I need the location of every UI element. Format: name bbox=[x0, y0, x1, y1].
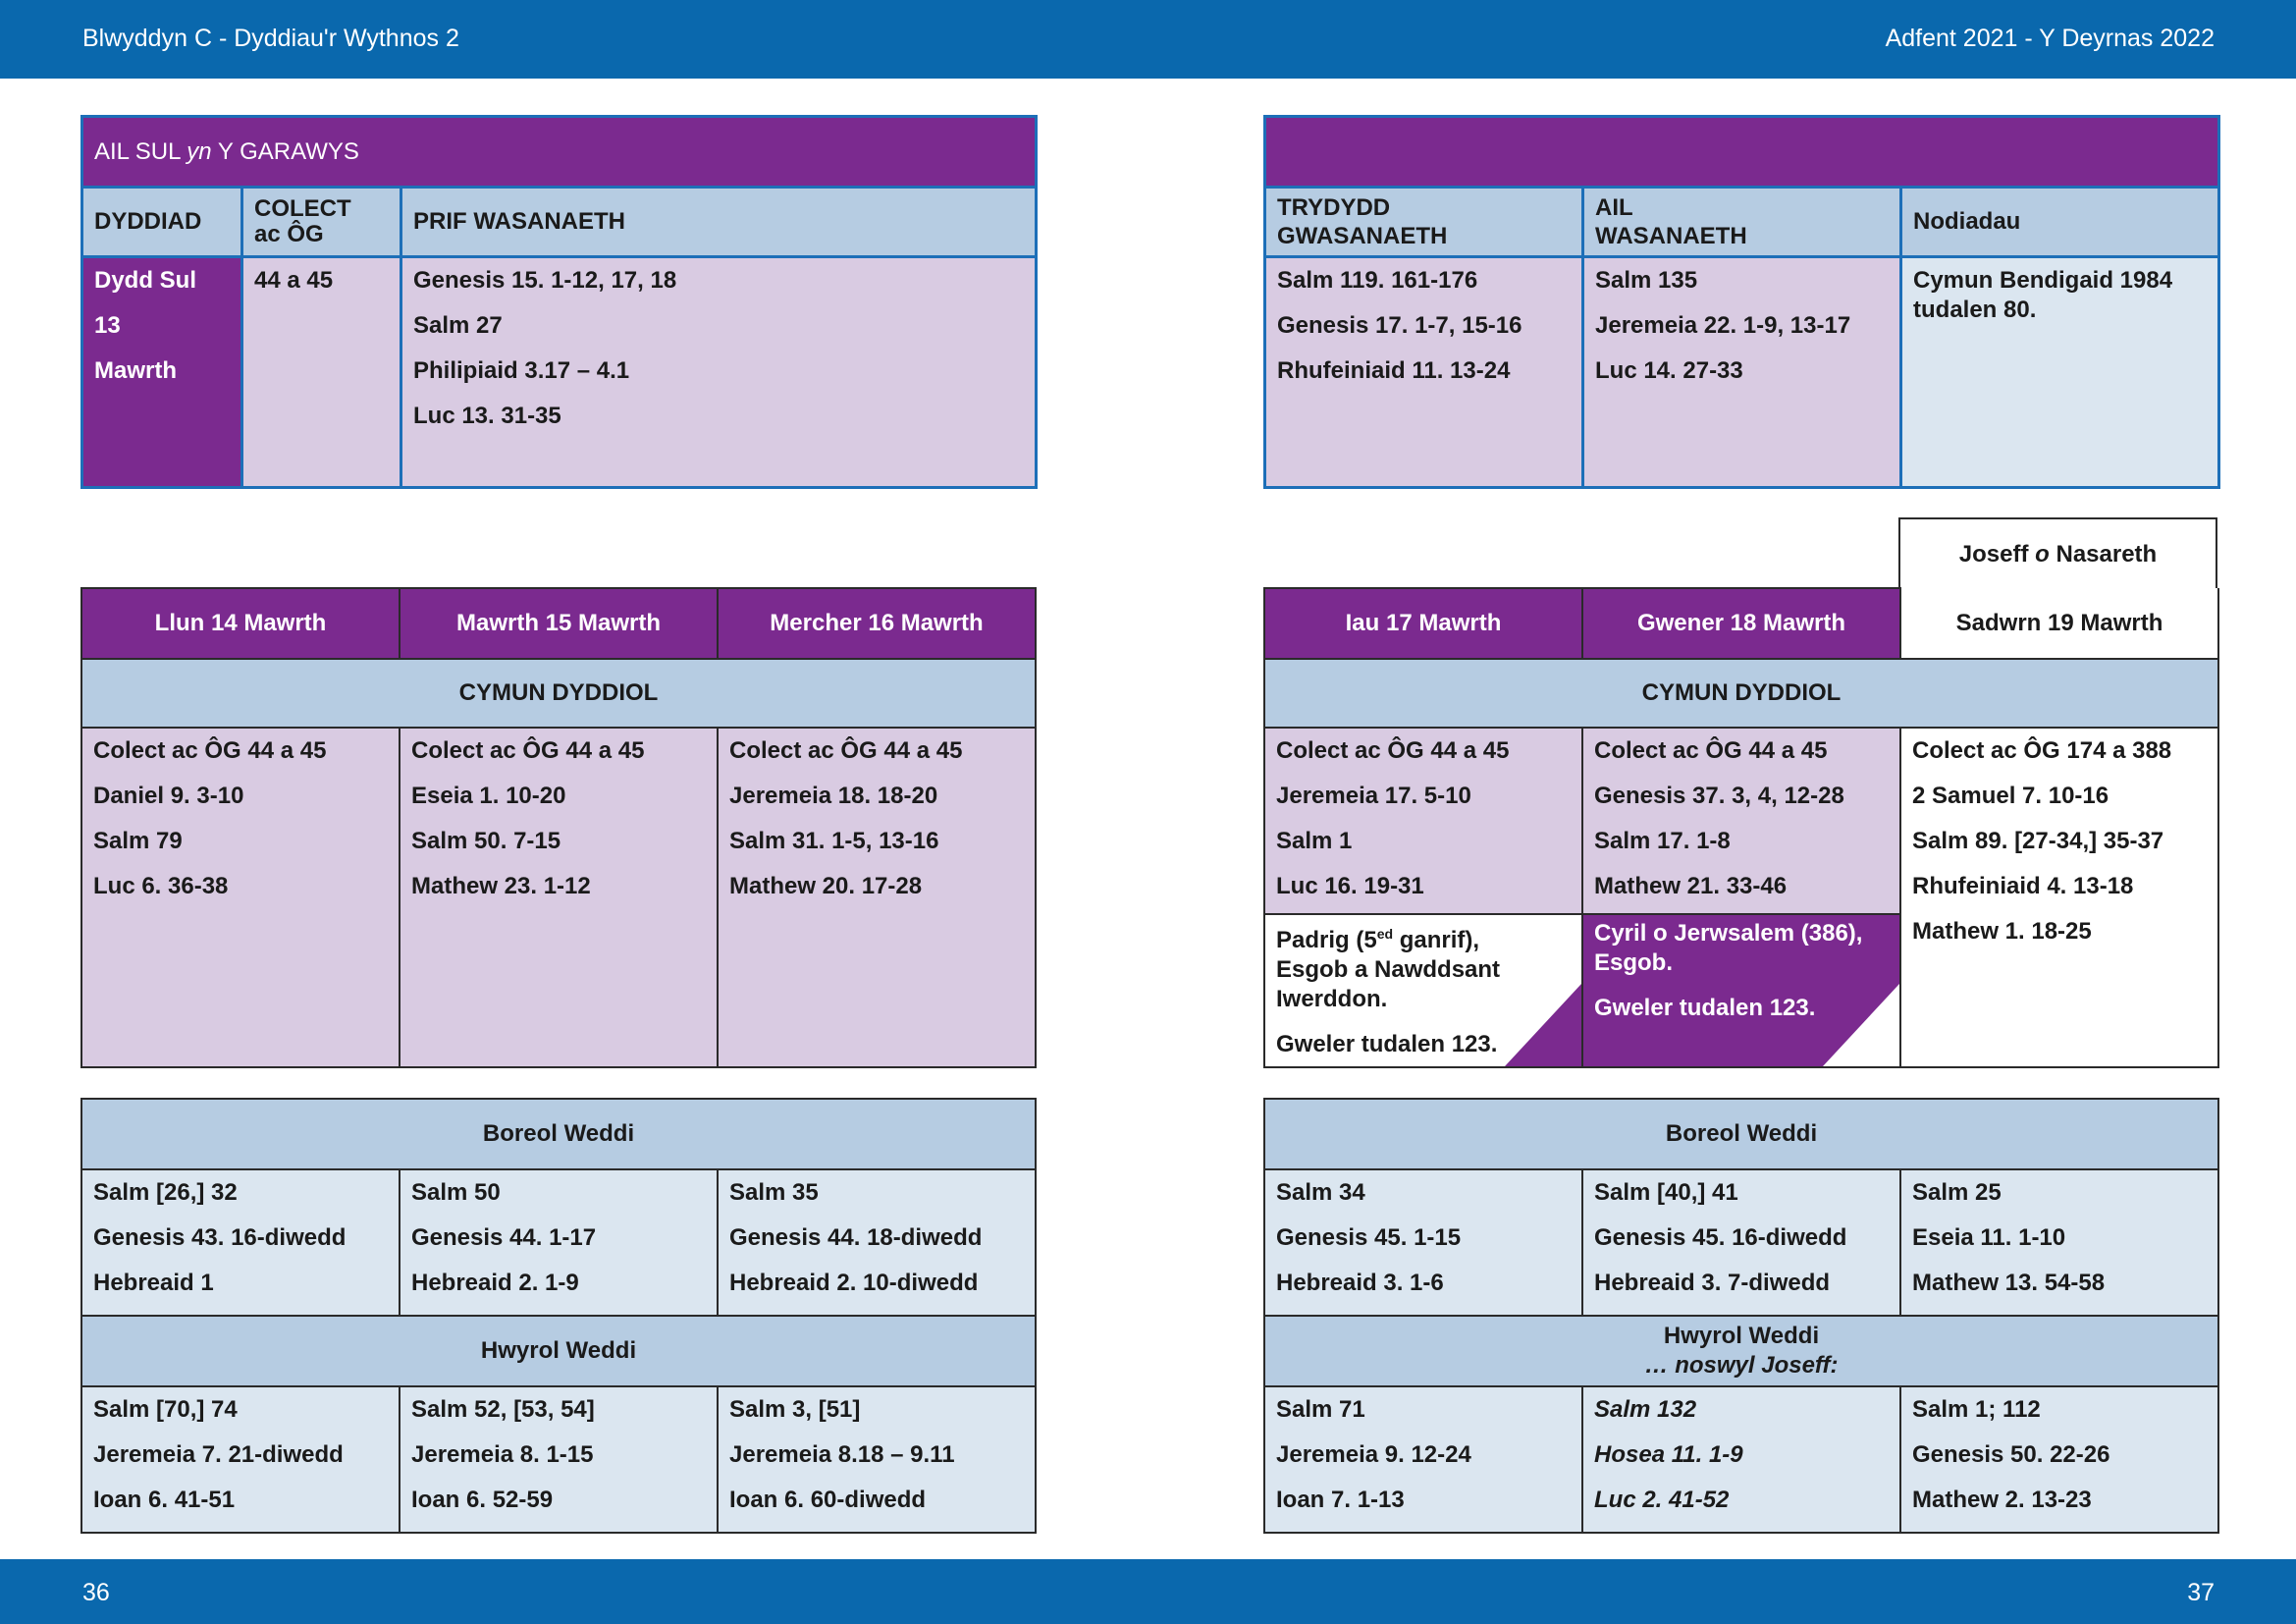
evening-prayer-label: Hwyrol Weddi bbox=[80, 1315, 1038, 1387]
evening-readings-mon: Salm [70,] 74 Jeremeia 7. 21-diwedd Ioan 6… bbox=[80, 1385, 400, 1534]
day-header-thu: Iau 17 Mawrth bbox=[1263, 587, 1583, 660]
evening-prayer-label-right: Hwyrol Weddi … noswyl Joseff: bbox=[1262, 1315, 2220, 1387]
sunday-date-cell: Dydd Sul 13 Mawrth bbox=[80, 255, 243, 489]
notes-cell: Cymun Bendigaid 1984 tudalen 80. bbox=[1898, 255, 2221, 489]
sunday-main-service-cell: Genesis 15. 1-12, 17, 18 Salm 27 Philipi… bbox=[399, 255, 1039, 489]
feast-title: Joseff o Nasareth bbox=[1958, 541, 2158, 568]
header-right-title: Adfent 2021 - Y Deyrnas 2022 bbox=[1885, 25, 2215, 52]
morning-readings-wed: Salm 35 Genesis 44. 18-diwedd Hebreaid 2. … bbox=[716, 1168, 1038, 1317]
day-header-fri: Gwener 18 Mawrth bbox=[1581, 587, 1901, 660]
page-number-left: 36 bbox=[82, 1579, 110, 1606]
header-left-title: Blwyddyn C - Dyddiau'r Wythnos 2 bbox=[82, 25, 459, 52]
day-header-sat: Sadwrn 19 Mawrth bbox=[1899, 588, 2219, 660]
evening-readings-fri: Salm 132 Hosea 11. 1-9 Luc 2. 41-52 bbox=[1581, 1385, 1901, 1534]
second-service-cell: Salm 135 Jeremeia 22. 1-9, 13-17 Luc 14.… bbox=[1581, 255, 1902, 489]
communion-readings-mon: Colect ac ÔG 44 a 45 Daniel 9. 3-10 Salm … bbox=[80, 727, 400, 1068]
saint-patrick-note: Padrig (5ed ganrif), Esgob a Nawddsant I… bbox=[1263, 913, 1583, 1068]
col-collect-header: COLECT ac ÔG bbox=[240, 186, 402, 258]
evening-readings-tue: Salm 52, [53, 54] Jeremeia 8. 1-15 Ioan 6.… bbox=[399, 1385, 719, 1534]
left-week-communion-table: Llun 14 Mawrth Mawrth 15 Mawrth Mercher … bbox=[80, 587, 1037, 1068]
page-header-bar: Blwyddyn C - Dyddiau'r Wythnos 2 Adfent … bbox=[0, 0, 2296, 79]
page-number-right: 37 bbox=[2187, 1579, 2215, 1606]
sunday-right-table: TRYDYDD GWASANAETH AIL WASANAETH Nodiadau … bbox=[1262, 115, 2221, 489]
col-main-service-header: PRIF WASANAETH bbox=[399, 186, 1039, 258]
col-second-service-header: AIL WASANAETH bbox=[1581, 186, 1902, 258]
sunday-collect-cell: 44 a 45 bbox=[240, 255, 402, 489]
right-office-table: Boreol Weddi Salm 34 Genesis 45. 1-15 Hebr… bbox=[1262, 1098, 2220, 1534]
purple-corner-triangle bbox=[1505, 984, 1581, 1066]
evening-readings-wed: Salm 3, [51] Jeremeia 8.18 – 9.11 Ioan 6. … bbox=[716, 1385, 1038, 1534]
day-header-tue: Mawrth 15 Mawrth bbox=[399, 587, 719, 660]
white-corner-triangle bbox=[1823, 984, 1899, 1066]
saint-cyril-note: Cyril o Jerwsalem (386), Esgob. Gweler t… bbox=[1581, 913, 1901, 1068]
morning-readings-thu: Salm 34 Genesis 45. 1-15 Hebreaid 3. 1-6 bbox=[1263, 1168, 1583, 1317]
evening-readings-thu: Salm 71 Jeremeia 9. 12-24 Ioan 7. 1-13 bbox=[1263, 1385, 1583, 1534]
daily-communion-label: CYMUN DYDDIOL bbox=[80, 658, 1037, 729]
daily-communion-label-right: CYMUN DYDDIOL bbox=[1263, 658, 2219, 729]
sunday-right-title-band bbox=[1262, 115, 2221, 189]
communion-readings-wed: Colect ac ÔG 44 a 45 Jeremeia 18. 18-20 S… bbox=[717, 727, 1037, 1068]
right-week-communion-table: Iau 17 Mawrth Gwener 18 Mawrth Sadwrn 19… bbox=[1263, 587, 2219, 1068]
day-header-wed: Mercher 16 Mawrth bbox=[717, 587, 1037, 660]
morning-readings-fri: Salm [40,] 41 Genesis 45. 16-diwedd Hebrea… bbox=[1581, 1168, 1901, 1317]
evening-readings-sat: Salm 1; 112 Genesis 50. 22-26 Mathew 2. 13… bbox=[1898, 1385, 2220, 1534]
third-service-cell: Salm 119. 161-176 Genesis 17. 1-7, 15-16… bbox=[1263, 255, 1584, 489]
communion-readings-tue: Colect ac ÔG 44 a 45 Eseia 1. 10-20 Salm … bbox=[399, 727, 719, 1068]
page-footer-bar: 36 37 bbox=[0, 1559, 2296, 1624]
communion-readings-fri: Colect ac ÔG 44 a 45 Genesis 37. 3, 4, 12… bbox=[1581, 727, 1901, 915]
morning-prayer-label: Boreol Weddi bbox=[80, 1098, 1038, 1170]
morning-readings-sat: Salm 25 Eseia 11. 1-10 Mathew 13. 54-58 bbox=[1898, 1168, 2220, 1317]
col-notes-header: Nodiadau bbox=[1898, 186, 2221, 258]
morning-prayer-label-right: Boreol Weddi bbox=[1262, 1098, 2220, 1170]
sunday-title: AIL SUL yn Y GARAWYS bbox=[80, 115, 1039, 189]
evening-eve-of-joseph-note: … noswyl Joseff: bbox=[1644, 1352, 1839, 1379]
day-header-mon: Llun 14 Mawrth bbox=[80, 587, 400, 660]
left-office-table: Boreol Weddi Salm [26,] 32 Genesis 43. 16… bbox=[80, 1098, 1038, 1534]
sunday-table: AIL SUL yn Y GARAWYS DYDDIAD COLECT ac ÔG… bbox=[80, 115, 1039, 489]
morning-readings-tue: Salm 50 Genesis 44. 1-17 Hebreaid 2. 1-9 bbox=[399, 1168, 719, 1317]
communion-readings-sat: Colect ac ÔG 174 a 388 2 Samuel 7. 10-16 … bbox=[1899, 727, 2219, 1068]
communion-readings-thu: Colect ac ÔG 44 a 45 Jeremeia 17. 5-10 Sa… bbox=[1263, 727, 1583, 915]
morning-readings-mon: Salm [26,] 32 Genesis 43. 16-diwedd Hebrea… bbox=[80, 1168, 400, 1317]
col-date-header: DYDDIAD bbox=[80, 186, 243, 258]
col-third-service-header: TRYDYDD GWASANAETH bbox=[1263, 186, 1584, 258]
